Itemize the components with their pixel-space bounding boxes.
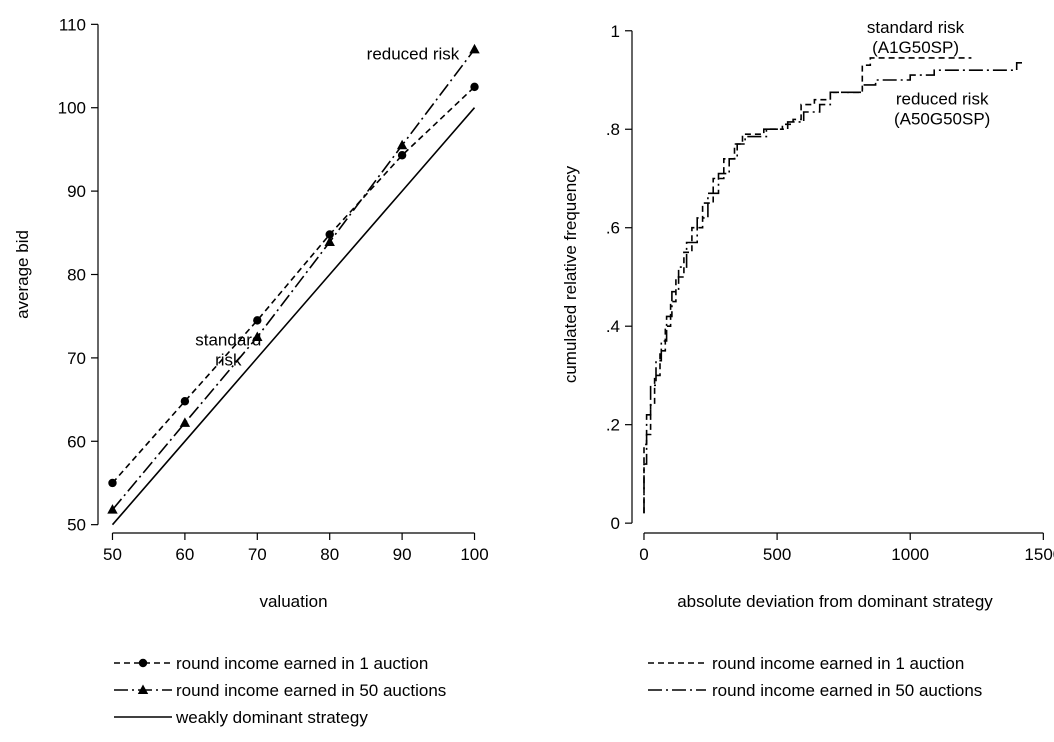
series-line-1: [643, 57, 972, 514]
legend-label: round income earned in 50 auctions: [712, 681, 982, 700]
annotation-label: reduced risk: [367, 44, 460, 63]
legend-label: weakly dominant strategy: [175, 708, 368, 727]
y-tick-label: 50: [67, 516, 86, 535]
annotation-label: risk: [215, 350, 242, 369]
series-line-2: [111, 48, 476, 511]
data-point-circle: [325, 230, 334, 239]
data-point-triangle: [469, 43, 480, 54]
x-tick-label: 80: [320, 545, 339, 564]
legend-marker-circle: [138, 658, 148, 668]
x-tick-label: 50: [103, 545, 122, 564]
y-tick-label: 60: [67, 432, 86, 451]
y-tick-label: 80: [67, 266, 86, 285]
right-chart: 0 .2 .4 .6 .8 1 0 500 1000 1500 absolute deviation…: [561, 18, 1054, 611]
y-tick-label: 70: [67, 349, 86, 368]
y-tick-label: 110: [59, 15, 86, 34]
x-tick-label: 70: [248, 545, 267, 564]
series-line-3: [111, 107, 476, 526]
legend-marker-triangle: [137, 684, 149, 694]
data-point-circle: [253, 316, 262, 325]
y-tick-label: 1: [611, 22, 620, 41]
y-tick-label: .8: [606, 120, 620, 139]
left-legend: round income earned in 1 auction round in…: [114, 654, 446, 727]
y-tick-label: .2: [606, 416, 620, 435]
data-point-circle: [397, 151, 407, 160]
x-tick-label: 100: [460, 545, 488, 564]
data-point-circle: [470, 82, 479, 92]
left-chart: 50 60 70 80 90 100 110 50 60 70 80 90 100 valuation av…: [13, 15, 489, 611]
y-tick-label: 0: [611, 514, 620, 533]
data-point-triangle: [396, 139, 408, 150]
data-point-triangle: [252, 331, 263, 342]
data-point-triangle: [179, 417, 191, 427]
y-tick-label: 100: [58, 99, 86, 118]
series-line-2: [643, 62, 1022, 514]
legend-label: round income earned in 50 auctions: [176, 681, 446, 700]
series-line-1: [111, 86, 476, 484]
legend-label: round income earned in 1 auction: [176, 654, 428, 673]
y-tick-label: .6: [606, 219, 620, 238]
x-tick-label: 1000: [891, 545, 929, 564]
annotation-label: (A1G50SP): [872, 38, 959, 57]
x-tick-label: 0: [639, 545, 648, 564]
annotation-label: standard risk: [867, 18, 965, 37]
y-tick-label: 90: [67, 182, 86, 201]
x-axis-title: valuation: [259, 592, 327, 611]
x-tick-label: 60: [175, 545, 194, 564]
data-point-triangle: [324, 236, 335, 246]
annotation-label: standard: [195, 330, 261, 349]
x-axis-title: absolute deviation from dominant strateg…: [677, 592, 993, 611]
annotation-label: reduced risk: [896, 90, 989, 109]
annotation-label: (A50G50SP): [894, 110, 990, 129]
data-point-circle: [180, 397, 190, 406]
x-tick-label: 1500: [1024, 545, 1054, 564]
data-point-triangle: [107, 504, 118, 514]
x-tick-label: 90: [393, 545, 412, 564]
y-axis-title: cumulated relative frequency: [561, 165, 580, 383]
right-legend: round income earned in 1 auction round in…: [648, 654, 982, 700]
legend-label: round income earned in 1 auction: [712, 654, 964, 673]
x-tick-label: 500: [763, 545, 791, 564]
y-tick-label: .4: [606, 317, 620, 336]
data-point-circle: [108, 478, 117, 488]
y-axis-title: average bid: [13, 230, 32, 319]
